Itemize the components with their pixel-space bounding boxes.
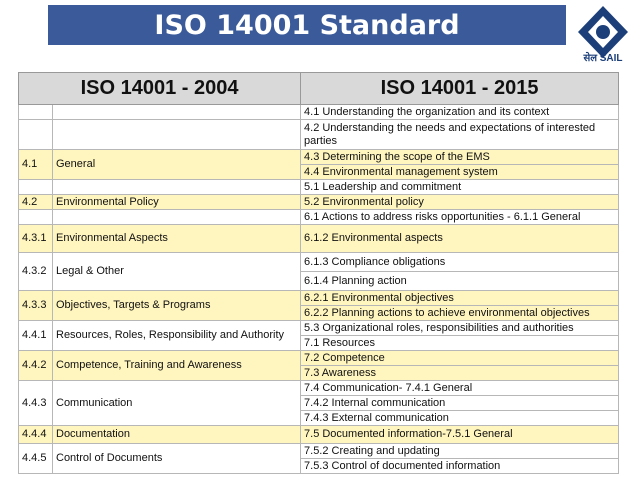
table-row: 4.4.5 Control of Documents 7.5.2 Creatin… xyxy=(18,443,620,474)
clause-name-2004 xyxy=(51,179,302,195)
clause-2015: 6.1.3 Compliance obligations xyxy=(300,252,620,272)
clause-name-2004: Resources, Roles, Responsibility and Aut… xyxy=(51,320,302,351)
table-row: 4.1 General 4.3 Determining the scope of… xyxy=(18,149,620,180)
clause-name-2004 xyxy=(51,209,302,225)
clause-2015: 7.4.3 External communication xyxy=(300,410,620,426)
clause-2015: 6.1 Actions to address risks opportuniti… xyxy=(300,209,620,225)
clause-2015: 5.3 Organizational roles, responsibiliti… xyxy=(300,320,620,336)
clause-code-2004: 4.2 xyxy=(18,194,53,210)
clause-code-2004: 4.4.1 xyxy=(18,320,53,351)
table-row: 4.3.2 Legal & Other 6.1.3 Compliance obl… xyxy=(18,252,620,291)
col-header-2015: ISO 14001 - 2015 xyxy=(300,72,620,105)
clause-2015: 7.5.3 Control of documented information xyxy=(300,458,620,474)
clause-2015: 6.2.2 Planning actions to achieve enviro… xyxy=(300,305,620,321)
table-row: 4.4.4 Documentation 7.5 Documented infor… xyxy=(18,425,620,444)
table-row: 4.2 Environmental Policy 5.2 Environment… xyxy=(18,194,620,210)
clause-code-2004: 4.1 xyxy=(18,149,53,180)
clause-name-2004: Objectives, Targets & Programs xyxy=(51,290,302,321)
clause-2015: 5.1 Leadership and commitment xyxy=(300,179,620,195)
clause-code-2004: 4.4.2 xyxy=(18,350,53,381)
clause-code-2004: 4.3.3 xyxy=(18,290,53,321)
table-row: 7.5.3 Control of documented information xyxy=(19,458,620,474)
table-row: 6.2.2 Planning actions to achieve enviro… xyxy=(19,305,620,321)
comparison-table: ISO 14001 - 2004 ISO 14001 - 2015 4.1 Un… xyxy=(17,72,620,474)
logo-text: सेल SAIL xyxy=(583,53,623,64)
clause-code-2004: 4.4.3 xyxy=(18,380,53,426)
clause-code-2004: 4.4.5 xyxy=(18,443,53,474)
clause-code-2004: 4.4.4 xyxy=(18,425,53,444)
clause-name-2004: Environmental Aspects xyxy=(51,224,302,253)
table-row: 4.3.1 Environmental Aspects 6.1.2 Enviro… xyxy=(18,224,620,253)
clause-2015: 4.3 Determining the scope of the EMS xyxy=(300,149,620,165)
clause-code-2004 xyxy=(18,179,53,195)
clause-2015: 6.2.1 Environmental objectives xyxy=(300,290,620,306)
clause-2015: 7.1 Resources xyxy=(300,335,620,351)
clause-2015: 7.4.2 Internal communication xyxy=(300,395,620,411)
table-row: 4.4.2 Competence, Training and Awareness… xyxy=(18,350,620,381)
clause-name-2004: General xyxy=(51,149,302,180)
slide-title: ISO 14001 Standard xyxy=(48,5,566,45)
clause-2015: 5.2 Environmental policy xyxy=(300,194,620,210)
clause-name-2004: Control of Documents xyxy=(51,443,302,474)
clause-name-2004: Legal & Other xyxy=(51,252,302,291)
clause-2015: 7.2 Competence xyxy=(300,350,620,366)
table-row: 4.4.3 Communication 7.4 Communication- 7… xyxy=(18,380,620,426)
clause-2015: 7.5.2 Creating and updating xyxy=(300,443,620,459)
table-row: 7.4.2 Internal communication xyxy=(19,395,620,411)
table-row: 4.4 Environmental management system xyxy=(19,164,620,180)
clause-2015: 7.5 Documented information-7.5.1 General xyxy=(300,425,620,444)
table-row: 4.4.1 Resources, Roles, Responsibility a… xyxy=(18,320,620,351)
clause-code-2004 xyxy=(18,209,53,225)
clause-2015: 4.1 Understanding the organization and i… xyxy=(300,104,620,120)
clause-code-2004: 4.3.2 xyxy=(18,252,53,291)
clause-code-2004: 4.3.1 xyxy=(18,224,53,253)
clause-name-2004: Environmental Policy xyxy=(51,194,302,210)
table-row: 4.2 Understanding the needs and expectat… xyxy=(18,119,620,150)
col-header-2004: ISO 14001 - 2004 xyxy=(17,72,302,105)
sail-logo-icon xyxy=(578,6,628,58)
clause-name-2004: Competence, Training and Awareness xyxy=(51,350,302,381)
clause-code-2004 xyxy=(18,119,53,150)
clause-2015: 6.1.2 Environmental aspects xyxy=(300,224,620,253)
table-row: 5.1 Leadership and commitment xyxy=(18,179,620,195)
clause-name-2004 xyxy=(51,104,302,120)
clause-2015: 7.3 Awareness xyxy=(300,365,620,381)
clause-name-2004 xyxy=(51,119,302,150)
table-row: 4.3.3 Objectives, Targets & Programs 6.2… xyxy=(18,290,620,321)
clause-2015: 7.4 Communication- 7.4.1 General xyxy=(300,380,620,396)
table-row: 4.1 Understanding the organization and i… xyxy=(18,104,620,120)
clause-2015: 6.1.4 Planning action xyxy=(300,271,620,291)
clause-code-2004 xyxy=(18,104,53,120)
clause-2015: 4.2 Understanding the needs and expectat… xyxy=(300,119,620,150)
table-row: 6.1 Actions to address risks opportuniti… xyxy=(18,209,620,225)
table-header-row: ISO 14001 - 2004 ISO 14001 - 2015 xyxy=(17,72,620,105)
clause-2015: 4.4 Environmental management system xyxy=(300,164,620,180)
clause-name-2004: Communication xyxy=(51,380,302,426)
clause-name-2004: Documentation xyxy=(51,425,302,444)
